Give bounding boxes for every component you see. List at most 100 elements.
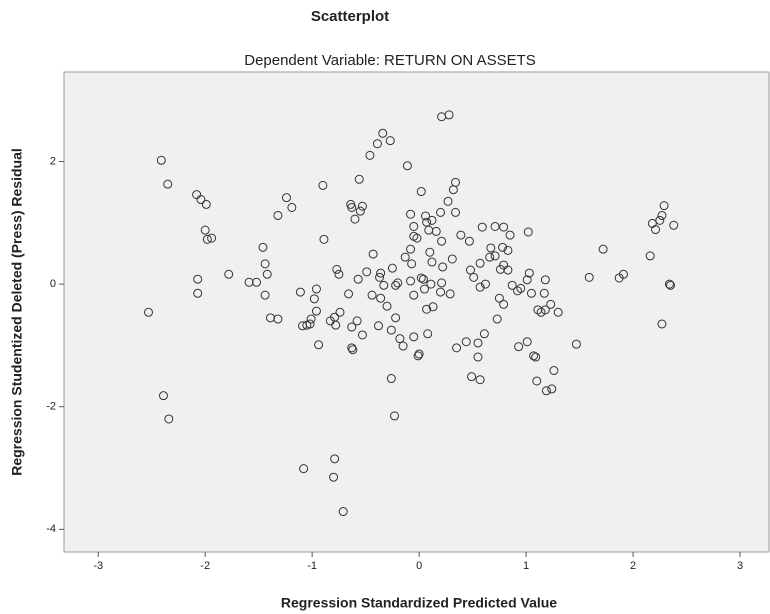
point [406, 209, 416, 219]
point [451, 177, 461, 187]
point [391, 313, 401, 323]
point [258, 242, 268, 252]
point [158, 391, 168, 401]
point [547, 384, 557, 394]
point [444, 110, 454, 120]
point [409, 221, 419, 231]
point [540, 275, 550, 285]
point [305, 319, 315, 329]
point [376, 268, 386, 278]
point [306, 314, 316, 324]
y-axis-label: Regression Studentized Deleted (Press) R… [9, 148, 25, 476]
point [273, 314, 283, 324]
point [413, 351, 423, 361]
chart-title: Scatterplot [311, 8, 389, 25]
point [645, 251, 655, 261]
point [287, 202, 297, 212]
point [335, 307, 345, 317]
point [344, 289, 354, 299]
point [353, 274, 363, 284]
point [657, 210, 667, 220]
point [400, 252, 410, 262]
point [365, 150, 375, 160]
point [522, 337, 532, 347]
point [533, 305, 543, 315]
point [329, 472, 339, 482]
point [156, 155, 166, 165]
point [436, 207, 446, 217]
point [541, 386, 551, 396]
point [299, 464, 309, 474]
point [467, 372, 477, 382]
point [427, 215, 437, 225]
point [393, 278, 403, 288]
point [425, 247, 435, 257]
point [262, 269, 272, 279]
point [539, 288, 549, 298]
point [477, 222, 487, 232]
point [419, 284, 429, 294]
point [357, 201, 367, 211]
point [494, 293, 504, 303]
point [507, 280, 517, 290]
point [348, 345, 358, 355]
point [311, 306, 321, 316]
point [207, 233, 217, 243]
point [273, 210, 283, 220]
point [418, 274, 428, 284]
y-tick-label: -2 [46, 401, 56, 413]
point [244, 277, 254, 287]
point [426, 279, 436, 289]
point [485, 252, 495, 262]
point [499, 299, 509, 309]
point [499, 222, 509, 232]
x-tick-label: 2 [630, 560, 636, 572]
point [437, 278, 447, 288]
point [386, 374, 396, 384]
point [201, 199, 211, 209]
point [350, 214, 360, 224]
point [318, 180, 328, 190]
point [486, 243, 496, 253]
point [391, 280, 401, 290]
point [373, 321, 383, 331]
point [386, 325, 396, 335]
point [357, 330, 367, 340]
point [469, 272, 479, 282]
point [461, 337, 471, 347]
point [428, 302, 438, 312]
point [490, 221, 500, 231]
point [546, 299, 556, 309]
point [260, 290, 270, 300]
point [423, 329, 433, 339]
point [387, 263, 397, 273]
point [334, 269, 344, 279]
point [164, 414, 174, 424]
point [416, 273, 426, 283]
point [526, 288, 536, 298]
point [490, 251, 500, 261]
point [479, 329, 489, 339]
point [376, 293, 386, 303]
point [664, 279, 674, 289]
point [412, 233, 422, 243]
y-tick-label: 0 [50, 278, 56, 290]
point [427, 257, 437, 267]
point [598, 244, 608, 254]
point [330, 454, 340, 464]
point [331, 320, 341, 330]
point [503, 265, 513, 275]
point [438, 262, 448, 272]
point [456, 230, 466, 240]
x-tick-label: -3 [93, 560, 103, 572]
point [465, 265, 475, 275]
point [347, 343, 357, 353]
point [193, 288, 203, 298]
point [193, 274, 203, 284]
point [398, 341, 408, 351]
x-tick-label: 0 [416, 560, 422, 572]
point [475, 282, 485, 292]
point [505, 230, 515, 240]
point [659, 201, 669, 211]
x-tick-label: 1 [523, 560, 529, 572]
